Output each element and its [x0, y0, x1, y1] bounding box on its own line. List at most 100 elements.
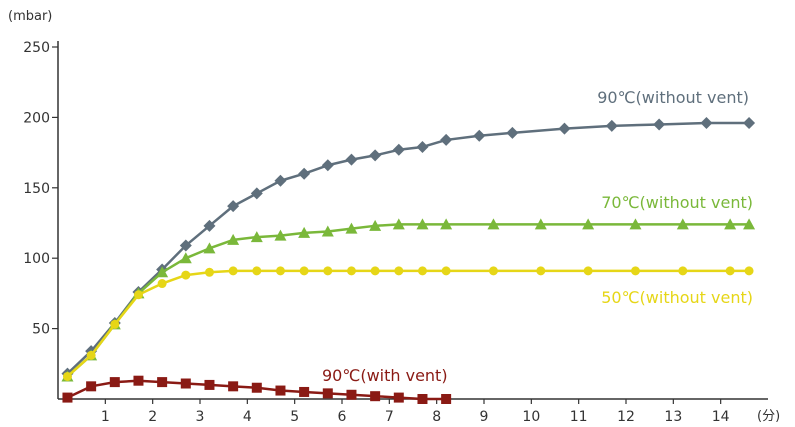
series-line: [66, 121, 750, 375]
data-point: [86, 381, 97, 392]
data-point: [204, 267, 214, 277]
data-point: [370, 266, 380, 276]
data-point: [488, 266, 498, 276]
data-point: [676, 218, 689, 230]
data-point: [724, 218, 737, 230]
data-point: [583, 266, 593, 276]
data-point: [275, 266, 285, 276]
data-point: [180, 378, 191, 389]
data-point: [322, 388, 333, 399]
data-point: [700, 117, 713, 130]
y-tick-label: 200: [23, 110, 50, 126]
x-axis-unit-label: (分): [757, 409, 780, 424]
data-point: [370, 391, 381, 402]
data-point: [321, 225, 334, 237]
data-point: [743, 218, 756, 230]
data-point: [506, 126, 519, 139]
series-label: 50℃(without vent): [601, 288, 753, 307]
x-tick-label: 4: [243, 409, 252, 425]
y-tick-label: 150: [23, 181, 50, 197]
data-point: [157, 377, 168, 388]
data-point: [392, 218, 405, 230]
data-point: [393, 392, 404, 403]
data-point: [250, 231, 263, 243]
data-point: [62, 392, 73, 403]
data-point: [536, 266, 546, 276]
data-point: [725, 266, 735, 276]
data-point: [250, 187, 263, 200]
data-point: [228, 381, 239, 392]
x-tick-label: 1: [101, 409, 110, 425]
data-point: [181, 270, 191, 280]
data-point: [227, 200, 240, 213]
x-tick-label: 8: [432, 409, 441, 425]
y-tick-label: 50: [32, 322, 50, 338]
series-3: [62, 266, 754, 381]
data-point: [369, 219, 382, 231]
data-point: [110, 319, 120, 329]
data-point: [392, 143, 405, 156]
x-tick-label: 12: [617, 409, 635, 425]
data-point: [369, 149, 382, 162]
data-point: [274, 229, 287, 241]
data-point: [534, 218, 547, 230]
data-point: [299, 386, 310, 397]
series-1: [61, 117, 756, 380]
series-group: [61, 117, 756, 404]
data-point: [605, 119, 618, 132]
series-label: 90℃(without vent): [597, 88, 749, 107]
y-tick-label: 250: [23, 40, 50, 56]
data-point: [629, 218, 642, 230]
data-point: [345, 153, 358, 166]
x-tick-label: 9: [480, 409, 489, 425]
series-line: [66, 269, 750, 378]
data-point: [203, 242, 216, 254]
data-point: [394, 266, 404, 276]
data-point: [630, 266, 640, 276]
data-point: [86, 350, 96, 360]
data-point: [133, 375, 144, 386]
data-point: [678, 266, 688, 276]
data-point: [345, 222, 358, 234]
data-point: [251, 382, 262, 393]
x-tick-label: 2: [148, 409, 157, 425]
data-point: [228, 266, 238, 276]
data-point: [252, 266, 262, 276]
data-point: [487, 218, 500, 230]
data-point: [653, 118, 666, 131]
data-point: [156, 266, 169, 278]
x-tick-label: 6: [338, 409, 347, 425]
data-point: [346, 389, 357, 400]
data-point: [133, 290, 143, 300]
series-4: [62, 375, 452, 404]
data-point: [299, 266, 309, 276]
data-point: [321, 159, 334, 172]
data-point: [275, 385, 286, 396]
series-labels: 90℃(without vent) 70℃(without vent) 50℃(wi…: [322, 88, 753, 385]
data-point: [157, 279, 167, 289]
data-point: [558, 122, 571, 135]
data-point: [417, 266, 427, 276]
y-axis-unit-label: (mbar): [8, 9, 52, 24]
data-point: [62, 371, 72, 381]
data-point: [582, 218, 595, 230]
data-point: [441, 266, 451, 276]
data-point: [204, 379, 215, 390]
x-tick-label: 5: [290, 409, 299, 425]
data-point: [274, 174, 287, 187]
series-label: 90℃(with vent): [322, 366, 448, 385]
y-tick-label: 100: [23, 251, 50, 267]
x-tick-label: 3: [196, 409, 205, 425]
data-point: [473, 129, 486, 142]
data-point: [441, 394, 452, 404]
data-point: [416, 140, 429, 153]
data-point: [227, 233, 240, 245]
data-point: [417, 394, 428, 404]
x-tick-label: 10: [522, 409, 540, 425]
data-point: [298, 226, 311, 238]
data-point: [416, 218, 429, 230]
series-label: 70℃(without vent): [601, 193, 753, 212]
data-point: [179, 252, 192, 264]
